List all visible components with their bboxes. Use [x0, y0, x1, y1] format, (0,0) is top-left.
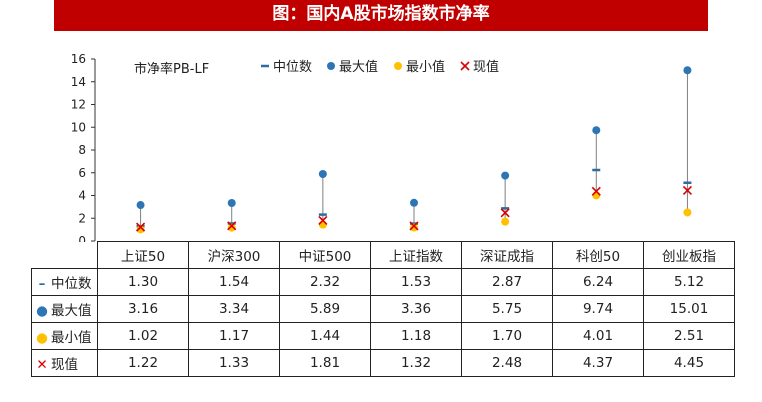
table-cell: 15.01 — [643, 295, 735, 323]
legend-label: 现值 — [473, 59, 499, 75]
table-cell: 4.01 — [552, 322, 644, 350]
min-point — [227, 223, 236, 232]
table-row-current: ✕ 现值 1.22 1.33 1.81 1.32 2.48 4.37 4.45 — [31, 349, 735, 377]
table-cell: 3.36 — [370, 295, 462, 323]
table-cell: 2.51 — [643, 322, 735, 350]
max-point — [318, 170, 327, 179]
pb-chart: 0 2 4 6 8 10 12 14 16 中位数 最大值 最小值 现值 市净率PB-LF — [71, 52, 692, 242]
table-cell: 5.89 — [279, 295, 371, 323]
table-row-max: ● 最大值 3.16 3.34 5.89 3.36 5.75 9.74 15.01 — [31, 295, 735, 323]
max-point — [683, 66, 692, 75]
legend-label: 中位数 — [273, 60, 312, 75]
table-cell: 2.87 — [461, 268, 553, 296]
table-col-header: 深证成指 — [461, 241, 553, 269]
table-col-header: 创业板指 — [643, 241, 735, 269]
table-cell: 1.54 — [188, 268, 280, 296]
table-cell: 3.34 — [188, 295, 280, 323]
table-row-median: – 中位数 1.30 1.54 2.32 1.53 2.87 6.24 5.12 — [31, 268, 735, 296]
current-point — [136, 222, 146, 232]
table-cell: 1.70 — [461, 322, 553, 350]
table-col-header: 中证500 — [279, 241, 371, 269]
table-corner — [31, 241, 98, 269]
y-tick-label: 0 — [78, 234, 86, 242]
table-cell: 5.12 — [643, 268, 735, 296]
legend-current-icon — [460, 61, 470, 71]
max-point — [592, 126, 601, 135]
min-point — [501, 217, 510, 226]
max-point — [136, 201, 145, 210]
y-tick-label: 10 — [71, 120, 86, 134]
table-cell: 9.74 — [552, 295, 644, 323]
min-point — [592, 191, 601, 200]
legend: 中位数 最大值 最小值 现值 — [261, 59, 499, 75]
min-point — [136, 225, 145, 234]
current-point — [682, 185, 692, 195]
current-point — [409, 221, 419, 231]
y-tick-label: 12 — [71, 98, 86, 112]
table-header-row: 上证50 沪深300 中证500 上证指数 深证成指 科创50 创业板指 — [31, 241, 735, 269]
y-tick-label: 8 — [78, 143, 86, 157]
median-dash-icon: – — [38, 276, 46, 292]
table-col-header: 科创50 — [552, 241, 644, 269]
y-axis-label: 市净率PB-LF — [134, 61, 209, 77]
min-point — [410, 223, 418, 232]
data-table: 上证50 沪深300 中证500 上证指数 深证成指 科创50 创业板指 – 中位… — [31, 241, 735, 377]
table-col-header: 沪深300 — [188, 241, 280, 269]
y-tick-label: 2 — [78, 211, 86, 225]
table-cell: 2.32 — [279, 268, 371, 296]
table-cell: 1.33 — [188, 349, 280, 377]
max-point — [410, 198, 418, 207]
table-cell: 1.81 — [279, 349, 371, 377]
table-cell: 1.02 — [97, 322, 189, 350]
chart-title: 图：国内A股市场指数市净率 — [54, 0, 708, 31]
table-cell: 1.18 — [370, 322, 462, 350]
y-tick-label: 4 — [78, 189, 86, 203]
max-dot-icon: ● — [36, 303, 48, 319]
table-cell: 3.16 — [97, 295, 189, 323]
table-cell: 2.48 — [461, 349, 553, 377]
table-cell: 1.17 — [188, 322, 280, 350]
table-cell: 4.37 — [552, 349, 644, 377]
current-point — [227, 221, 237, 231]
table-cell: 1.32 — [370, 349, 462, 377]
max-point — [227, 199, 236, 208]
y-tick-label: 14 — [71, 75, 86, 89]
table-row-min: ● 最小值 1.02 1.17 1.44 1.18 1.70 4.01 2.51 — [31, 322, 735, 350]
table-cell: 1.22 — [97, 349, 189, 377]
min-dot-icon: ● — [36, 330, 48, 346]
legend-label: 最大值 — [339, 59, 378, 75]
table-cell: 1.53 — [370, 268, 462, 296]
min-point — [318, 220, 327, 229]
table-col-header: 上证50 — [97, 241, 189, 269]
y-tick-label: 6 — [78, 166, 86, 180]
legend-min-icon — [394, 62, 402, 70]
y-tick-label: 16 — [71, 52, 86, 66]
row-label: 最大值 — [51, 303, 92, 319]
table-cell: 4.45 — [643, 349, 735, 377]
legend-label: 最小值 — [406, 59, 445, 75]
table-cell: 1.30 — [97, 268, 189, 296]
current-x-icon: ✕ — [36, 357, 48, 373]
min-point — [683, 208, 692, 217]
row-label: 现值 — [51, 357, 78, 373]
table-cell: 6.24 — [552, 268, 644, 296]
table-cell: 5.75 — [461, 295, 553, 323]
row-label: 最小值 — [51, 330, 92, 346]
current-point — [591, 186, 601, 196]
current-point — [500, 208, 510, 218]
max-point — [501, 171, 510, 180]
table-col-header: 上证指数 — [370, 241, 462, 269]
table-cell: 1.44 — [279, 322, 371, 350]
legend-max-icon — [327, 62, 335, 70]
current-point — [318, 215, 328, 225]
row-label: 中位数 — [51, 276, 92, 292]
